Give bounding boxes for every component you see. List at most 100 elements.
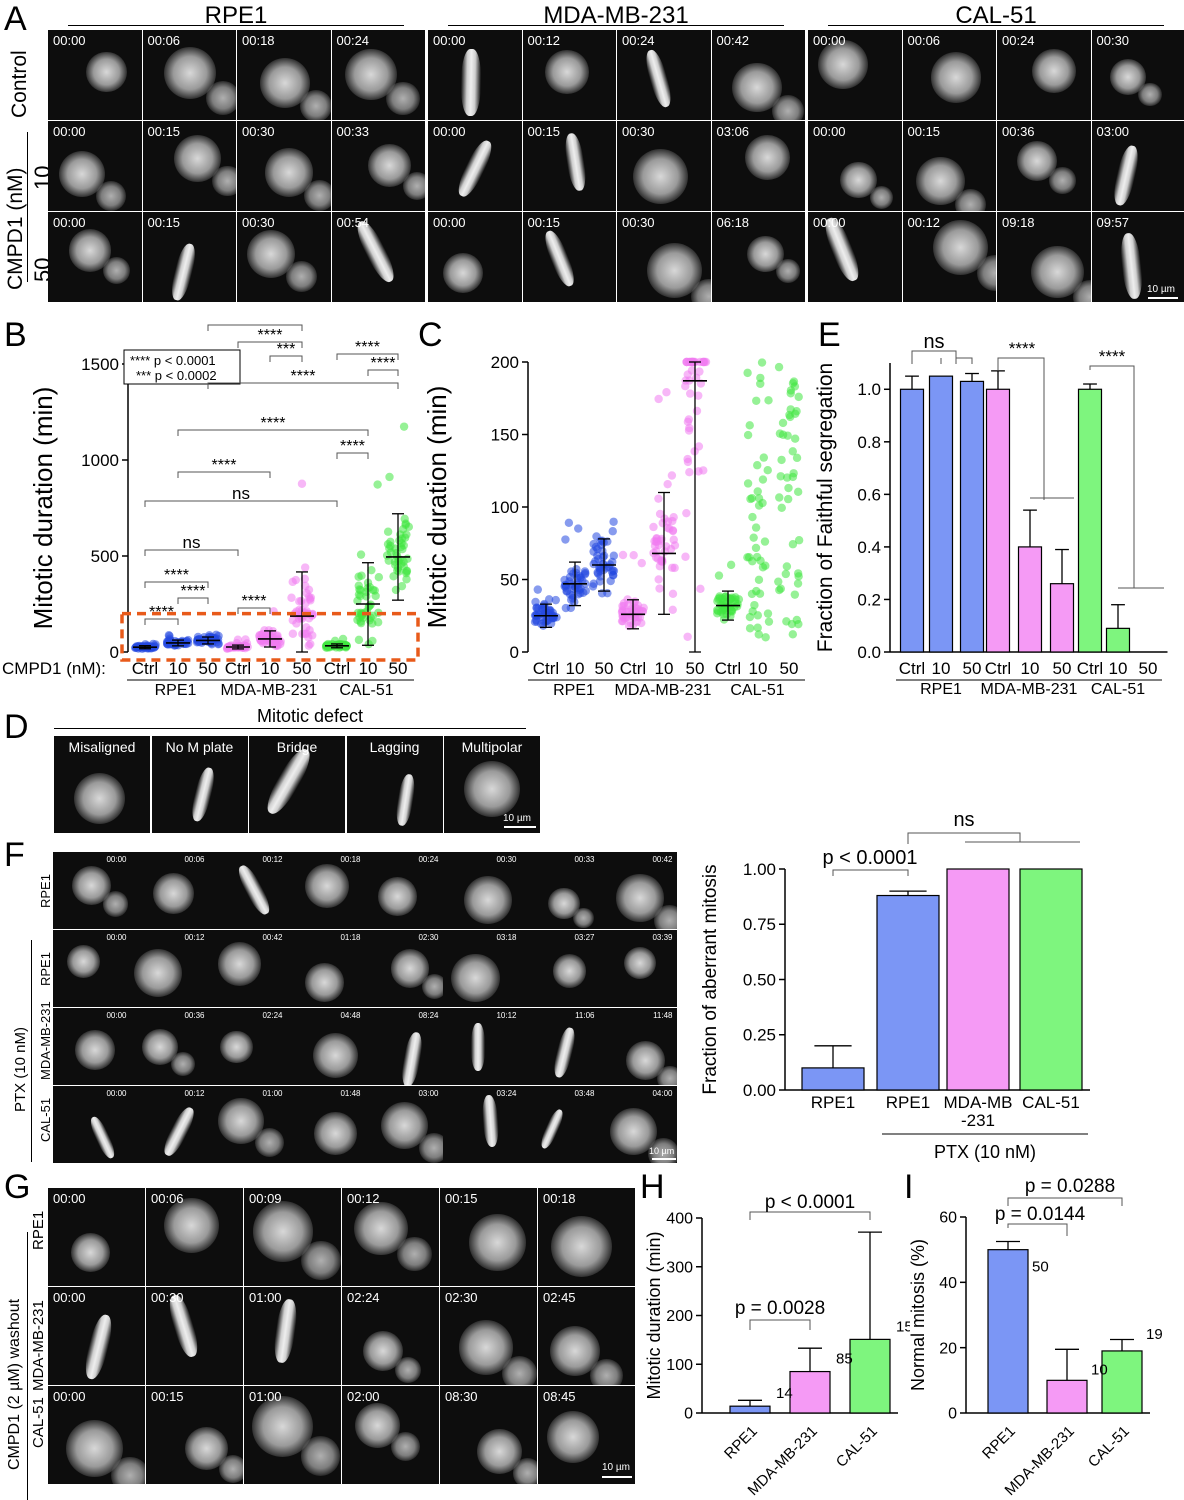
data-point	[684, 415, 694, 424]
panel-g-group-bracket	[27, 1232, 28, 1500]
data-point	[753, 487, 762, 496]
data-point	[567, 567, 576, 576]
micrograph-f: 00:00	[53, 930, 131, 1007]
y-tick-label: 100	[666, 1357, 693, 1374]
micrograph-g: 00:30	[146, 1287, 243, 1385]
chart-e-faithful-segregation: 0.0 0.2 0.4 0.6 0.8 1.0 Fraction of Faithful s…	[814, 331, 1168, 698]
data-point	[396, 542, 406, 552]
comparison-bracket	[237, 341, 303, 348]
bar	[789, 1370, 831, 1414]
micrograph-f: 04:48	[287, 1008, 365, 1085]
timestamp: 00:36	[1002, 124, 1035, 139]
micrograph-f: 00:00	[53, 1086, 131, 1163]
data-point	[775, 429, 785, 438]
data-point	[743, 479, 753, 488]
y-tick-label: 0	[510, 643, 519, 662]
micrograph-a: 00:00	[428, 30, 522, 120]
scale-bar-label: 10 µm	[602, 1462, 630, 1473]
data-point	[618, 601, 627, 611]
data-point	[624, 621, 634, 631]
data-point	[322, 643, 332, 652]
timestamp: 00:30	[622, 124, 655, 139]
data-point	[696, 584, 705, 594]
timestamp: 00:00	[813, 124, 846, 139]
chromosome-plate	[453, 137, 497, 201]
bar	[899, 388, 925, 653]
data-point	[668, 605, 677, 614]
data-point	[763, 609, 773, 618]
timestamp: 00:15	[445, 1191, 478, 1206]
data-point	[786, 405, 795, 414]
nucleus	[96, 180, 127, 211]
micrograph-f: 00:18	[287, 852, 365, 929]
micrograph-a: 00:30	[237, 212, 331, 302]
y-tick-label: 150	[491, 425, 519, 444]
data-point	[400, 514, 409, 524]
micrograph-f: 00:42	[599, 852, 677, 929]
micrograph-a: 00:24	[331, 30, 425, 120]
data-point	[274, 635, 283, 645]
timestamp: 00:00	[106, 855, 127, 864]
chromosome-plate	[159, 1104, 198, 1159]
data-point	[695, 367, 704, 376]
data-point	[776, 472, 785, 481]
row-label-cmpd1-nm: CMPD1 (nM)	[4, 167, 27, 290]
nucleus	[551, 1215, 613, 1277]
timestamp: 08:30	[445, 1389, 478, 1404]
data-point	[752, 396, 761, 405]
bar	[1046, 1379, 1088, 1414]
micrograph-d: Misaligned	[54, 736, 150, 833]
zoom-highlight-box	[120, 611, 420, 662]
x-tick-label: RPE1	[979, 1423, 1019, 1463]
data-point	[629, 551, 638, 560]
timestamp: 00:00	[53, 1191, 86, 1206]
data-point	[753, 461, 762, 470]
micrograph-g: 00:18	[538, 1188, 635, 1286]
data-point	[402, 575, 411, 584]
data-point	[754, 630, 763, 639]
comparison-label: ***	[246, 318, 265, 327]
chromosome-plate	[642, 47, 676, 110]
comparison-label: p = 0.0028	[735, 1298, 825, 1319]
comparison-bracket	[144, 549, 239, 556]
bar	[876, 894, 940, 1091]
micrograph-f: 08:24	[365, 1008, 443, 1085]
timestamp: 01:00	[249, 1290, 282, 1305]
data-point	[668, 526, 678, 536]
data-point	[579, 588, 588, 597]
x-tick-label: 10	[566, 659, 585, 678]
chromosome-plate	[1118, 231, 1145, 300]
timestamp: 00:00	[53, 1389, 86, 1404]
data-point	[385, 472, 394, 482]
data-point	[758, 563, 768, 572]
data-point	[685, 468, 694, 477]
micrograph-f: 00:12	[131, 1086, 209, 1163]
comparison-label: ****	[212, 457, 237, 474]
column-header: MDA-MB-231	[543, 2, 689, 29]
micrograph-g: 01:00	[244, 1386, 341, 1484]
micrograph-f: 02:24	[209, 1008, 287, 1085]
data-point	[761, 633, 770, 642]
data-point	[287, 593, 296, 602]
comparison-label: ****	[1009, 339, 1036, 358]
x-tick-label: 50	[389, 659, 408, 678]
chromosome-plate	[234, 862, 274, 917]
data-point	[256, 636, 265, 645]
data-point	[745, 624, 755, 633]
comparison-bracket	[749, 1211, 871, 1220]
nucleus	[111, 1457, 145, 1484]
timestamp: 00:12	[262, 855, 283, 864]
group-label: RPE1	[920, 681, 962, 698]
data-point	[530, 617, 540, 627]
data-point	[758, 475, 768, 484]
y-tick-label: 0	[948, 1406, 957, 1423]
data-point	[382, 551, 392, 560]
timestamp: 01:00	[262, 1089, 283, 1098]
data-point	[788, 447, 797, 456]
micrograph-f: 03:39	[599, 930, 677, 1007]
nucleus	[305, 962, 345, 1002]
bar	[1101, 1350, 1143, 1414]
significance-legend	[123, 349, 241, 385]
y-tick-label: 0	[684, 1406, 693, 1423]
data-point	[789, 377, 799, 386]
